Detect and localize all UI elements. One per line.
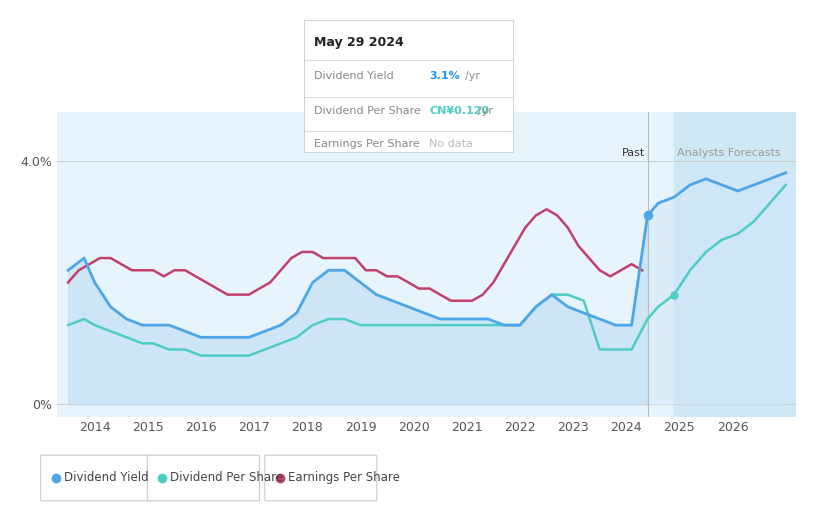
Point: [641, 211, 654, 219]
Text: Dividend Per Share: Dividend Per Share: [314, 106, 421, 116]
FancyBboxPatch shape: [264, 455, 377, 501]
Text: May 29 2024: May 29 2024: [314, 36, 404, 49]
Text: Earnings Per Share: Earnings Per Share: [314, 139, 420, 149]
FancyBboxPatch shape: [41, 455, 153, 501]
Text: /yr: /yr: [465, 71, 480, 80]
Bar: [674, 112, 796, 417]
Text: Past: Past: [621, 148, 644, 158]
Text: Dividend Per Share: Dividend Per Share: [170, 471, 283, 484]
Text: /yr: /yr: [478, 106, 493, 116]
Text: No data: No data: [429, 139, 473, 149]
Text: Earnings Per Share: Earnings Per Share: [287, 471, 400, 484]
Text: Dividend Yield: Dividend Yield: [63, 471, 149, 484]
FancyBboxPatch shape: [148, 455, 259, 501]
Text: CN¥0.120: CN¥0.120: [429, 106, 489, 116]
Text: Dividend Yield: Dividend Yield: [314, 71, 394, 80]
Text: 3.1%: 3.1%: [429, 71, 460, 80]
Text: Analysts Forecasts: Analysts Forecasts: [677, 148, 781, 158]
Point: [667, 291, 681, 299]
